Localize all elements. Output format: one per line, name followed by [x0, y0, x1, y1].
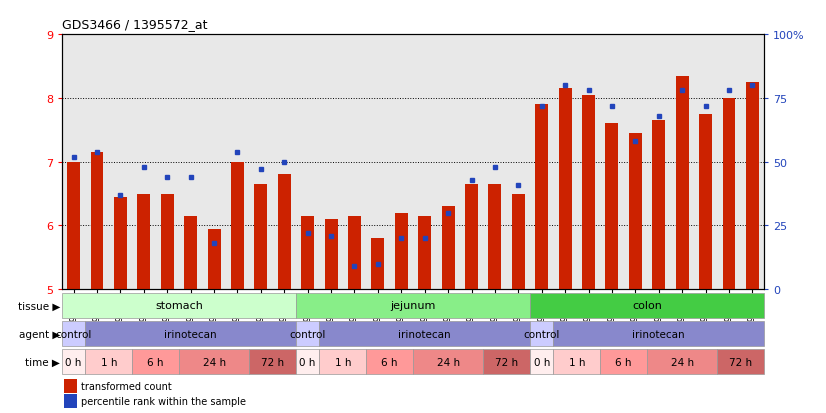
Bar: [465, 185, 478, 290]
Bar: [184, 216, 197, 290]
Text: 72 h: 72 h: [261, 357, 284, 367]
Bar: [207, 229, 221, 290]
Bar: [254, 185, 268, 290]
Bar: [132, 349, 179, 375]
Bar: [62, 293, 296, 318]
Bar: [558, 89, 572, 290]
Bar: [488, 185, 501, 290]
Bar: [395, 213, 408, 290]
Bar: [723, 99, 735, 290]
Bar: [62, 349, 85, 375]
Text: 1 h: 1 h: [335, 357, 351, 367]
Text: 1 h: 1 h: [101, 357, 117, 367]
Bar: [320, 321, 530, 347]
Bar: [296, 321, 320, 347]
Bar: [418, 216, 431, 290]
Bar: [717, 349, 764, 375]
Bar: [535, 105, 548, 290]
Bar: [64, 379, 77, 393]
Text: transformed count: transformed count: [81, 381, 172, 391]
Text: 0 h: 0 h: [65, 357, 82, 367]
Bar: [372, 239, 384, 290]
Bar: [676, 76, 689, 290]
Text: 24 h: 24 h: [202, 357, 225, 367]
Text: colon: colon: [632, 301, 662, 311]
Text: 72 h: 72 h: [495, 357, 518, 367]
Text: control: control: [524, 329, 560, 339]
Bar: [629, 134, 642, 290]
Bar: [601, 349, 647, 375]
Bar: [296, 349, 320, 375]
Text: tissue ▶: tissue ▶: [18, 301, 60, 311]
Text: 72 h: 72 h: [729, 357, 752, 367]
Bar: [530, 349, 553, 375]
Text: 0 h: 0 h: [300, 357, 316, 367]
Bar: [64, 394, 77, 408]
Text: 24 h: 24 h: [437, 357, 459, 367]
Bar: [348, 216, 361, 290]
Bar: [278, 175, 291, 290]
Text: irinotecan: irinotecan: [398, 329, 451, 339]
Bar: [366, 349, 413, 375]
Text: 6 h: 6 h: [147, 357, 164, 367]
Bar: [530, 321, 553, 347]
Bar: [137, 194, 150, 290]
Text: 24 h: 24 h: [671, 357, 694, 367]
Text: jejunum: jejunum: [391, 301, 435, 311]
Text: control: control: [289, 329, 326, 339]
Bar: [512, 194, 525, 290]
Text: 0 h: 0 h: [534, 357, 550, 367]
Bar: [231, 162, 244, 290]
Text: irinotecan: irinotecan: [633, 329, 685, 339]
Bar: [179, 349, 249, 375]
Bar: [442, 207, 454, 290]
Bar: [301, 216, 314, 290]
Bar: [647, 349, 717, 375]
Bar: [161, 194, 173, 290]
Bar: [320, 349, 366, 375]
Bar: [530, 293, 764, 318]
Text: percentile rank within the sample: percentile rank within the sample: [81, 396, 245, 406]
Text: 6 h: 6 h: [382, 357, 398, 367]
Bar: [605, 124, 619, 290]
Bar: [483, 349, 530, 375]
Bar: [91, 153, 103, 290]
Bar: [582, 95, 595, 290]
Text: 1 h: 1 h: [568, 357, 585, 367]
Text: agent ▶: agent ▶: [19, 329, 60, 339]
Bar: [85, 349, 132, 375]
Bar: [325, 220, 338, 290]
Text: irinotecan: irinotecan: [164, 329, 217, 339]
Text: stomach: stomach: [155, 301, 203, 311]
Bar: [699, 114, 712, 290]
Bar: [249, 349, 296, 375]
Bar: [653, 121, 665, 290]
Bar: [62, 321, 85, 347]
Bar: [746, 83, 759, 290]
Bar: [296, 293, 530, 318]
Bar: [85, 321, 296, 347]
Bar: [413, 349, 483, 375]
Bar: [553, 349, 601, 375]
Text: time ▶: time ▶: [26, 357, 60, 367]
Text: GDS3466 / 1395572_at: GDS3466 / 1395572_at: [62, 18, 207, 31]
Text: control: control: [55, 329, 92, 339]
Bar: [114, 197, 127, 290]
Bar: [67, 162, 80, 290]
Text: 6 h: 6 h: [615, 357, 632, 367]
Bar: [553, 321, 764, 347]
